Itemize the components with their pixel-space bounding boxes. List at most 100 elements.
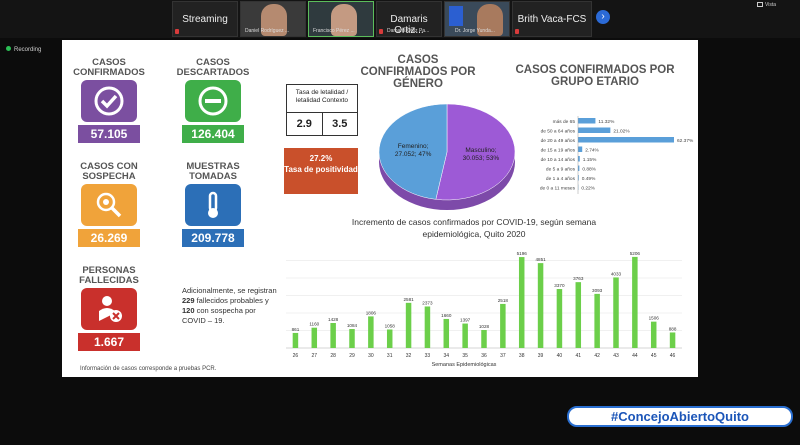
week-tick-label: 28 (330, 353, 336, 359)
participant-caption: Daniel Rodríguez ... (245, 28, 290, 34)
indicator-value: 126.404 (182, 125, 244, 143)
positivity-label: Tasa de positividad (284, 165, 358, 174)
week-bar (537, 263, 544, 348)
lethality-context-value: 3.5 (321, 113, 358, 135)
indicator-value: 57.105 (78, 125, 140, 143)
week-bar-label: 1806 (366, 310, 377, 315)
week-bar (632, 256, 638, 348)
week-bar-label: 1084 (347, 323, 358, 328)
week-bar-label: 3370 (554, 283, 565, 288)
check-circle-icon (81, 80, 137, 122)
gender-pie-chart: Masculino;30.053; 53% Femenino;27.052; 47… (378, 103, 516, 210)
age-category-label: de 5 a 9 años (546, 167, 576, 173)
participant-caption: Damaris Ortiz Pa... (387, 28, 430, 34)
week-tick-label: 36 (481, 353, 487, 359)
participant-caption: Francisco Pérez ... (313, 28, 355, 34)
mic-muted-icon (515, 29, 519, 34)
recording-label: Recording (14, 47, 42, 53)
age-bar (578, 175, 579, 181)
indicator-deceased: PERSONAS FALLECIDAS 1.667 (64, 266, 154, 351)
week-tick-label: 46 (670, 353, 676, 359)
pie-slice-label: Masculino; (465, 147, 496, 154)
x-axis-label: Semanas Epidemiológicas (432, 362, 497, 368)
lethality-rate-value: 2.9 (296, 118, 312, 130)
participant-tile[interactable]: Daniel Rodríguez ... (240, 1, 306, 37)
week-bar-label: 1506 (649, 316, 660, 321)
participant-caption: Dr. Jorge Yunda... (455, 28, 495, 34)
age-bar (578, 165, 580, 171)
streaming-label: Streaming (182, 14, 228, 25)
age-bar-label: 0.88% (582, 167, 596, 173)
gender-chart-title: CASOS CONFIRMADOS POR GÉNERO (360, 54, 476, 90)
indicator-label: CASOS CONFIRMADOS (73, 57, 145, 78)
week-bar (594, 293, 600, 348)
participant-tile[interactable]: Brith Vaca-FCS (512, 1, 592, 37)
next-page-icon[interactable]: › (596, 10, 610, 24)
additional-note: Adicionalmente, se registran 229 falleci… (182, 286, 278, 326)
weekly-bar-chart: 861 26 1160 27 1428 28 1084 29 1806 30 1058 31 2581 3… (286, 251, 682, 368)
mic-muted-icon (175, 29, 179, 34)
age-bar-label: 11.32% (598, 119, 615, 125)
week-bar-label: 1397 (460, 318, 471, 323)
week-tick-label: 42 (594, 353, 600, 359)
pie-slice-label: Femenino; (398, 143, 429, 150)
indicator-label: PERSONAS FALLECIDAS (79, 265, 139, 286)
indicator-label: CASOS CON SOSPECHA (80, 161, 138, 182)
age-bar (578, 127, 611, 133)
week-bar-label: 1428 (328, 317, 339, 322)
week-bar (481, 330, 487, 348)
magnifier-virus-icon (81, 184, 137, 226)
streaming-tile[interactable]: Streaming (172, 1, 238, 37)
note-text: Adicionalmente, se registran (182, 286, 277, 295)
weekly-chart-title: Incremento de casos confirmados por COVI… (351, 217, 597, 239)
indicator-samples: MUESTRAS TOMADAS 209.778 (168, 162, 258, 247)
positivity-box: 27.2% Tasa de positividad (284, 148, 358, 194)
participant-video (477, 4, 503, 36)
participant-video (331, 4, 357, 36)
age-category-label: de 1 a 4 años (546, 176, 576, 182)
note-suspected-count: 120 (182, 306, 195, 315)
week-tick-label: 38 (519, 353, 525, 359)
week-tick-label: 43 (613, 353, 619, 359)
age-bar (578, 156, 580, 162)
week-bar-label: 1160 (309, 322, 319, 327)
participant-name: Damaris Ortiz... (390, 14, 428, 36)
week-bar (311, 327, 318, 348)
participant-tile[interactable]: Francisco Pérez ... (308, 1, 374, 37)
week-bar-label: 4851 (535, 257, 546, 262)
lethality-rate-header: Tasa de letalidad / letalidad Contexto (287, 85, 357, 113)
positivity-value: 27.2% (309, 154, 333, 163)
participant-tile[interactable]: Dr. Jorge Yunda... (444, 1, 510, 37)
thermometer-icon (185, 184, 241, 226)
week-bar (518, 257, 525, 348)
week-bar (500, 303, 506, 348)
minus-circle-icon (185, 80, 241, 122)
lethality-rate-box: Tasa de letalidad / letalidad Contexto 2… (286, 84, 358, 136)
age-category-label: de 50 a 64 años (541, 129, 576, 135)
week-bar-label: 5206 (630, 251, 641, 256)
age-category-label: de 20 a 49 años (541, 138, 576, 144)
age-bar (578, 137, 674, 143)
view-button[interactable]: Vista (756, 2, 776, 8)
week-bar-label: 861 (292, 327, 300, 332)
participant-tile[interactable]: Damaris Ortiz... Damaris Ortiz Pa... (376, 1, 442, 37)
recording-indicator: Recording (6, 46, 41, 53)
logo-icon (449, 6, 463, 26)
week-bar-label: 1058 (385, 323, 396, 328)
week-bar-label: 4033 (611, 271, 622, 276)
person-x-icon (81, 288, 137, 330)
week-bar (575, 282, 582, 348)
week-bar (386, 329, 393, 348)
week-bar (462, 323, 468, 348)
indicator-confirmed: CASOS CONFIRMADOS 57.105 (64, 58, 154, 143)
indicator-value: 26.269 (78, 229, 140, 247)
week-tick-label: 26 (293, 353, 299, 359)
age-category-label: de 10 a 14 años (541, 157, 576, 163)
week-bar-label: 5196 (517, 251, 528, 256)
week-bar (349, 329, 355, 348)
indicator-value: 209.778 (182, 229, 244, 247)
week-bar (556, 289, 563, 348)
week-bar-label: 3763 (573, 276, 584, 281)
recording-dot-icon (6, 46, 11, 51)
week-bar (405, 302, 412, 348)
